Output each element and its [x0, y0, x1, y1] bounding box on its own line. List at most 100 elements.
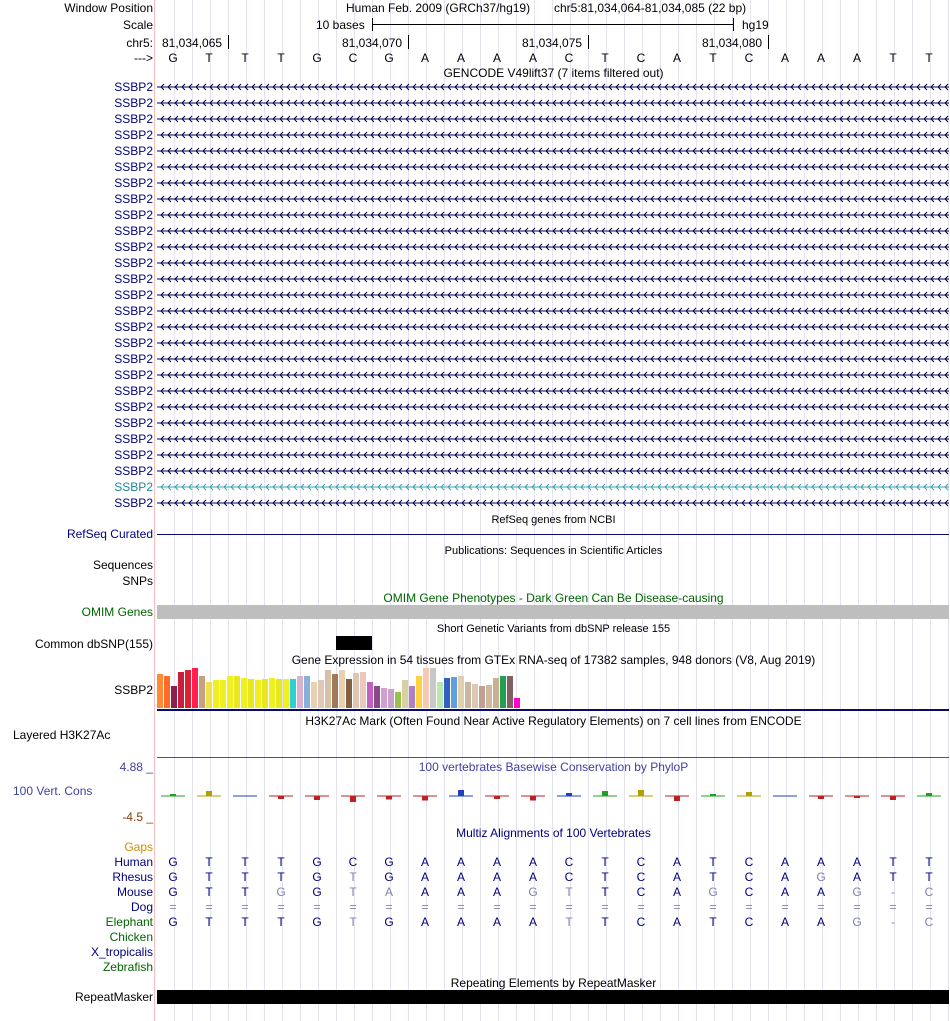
- gtex-tissue-bar[interactable]: [507, 676, 513, 708]
- gencode-gene-label[interactable]: SSBP2: [114, 384, 153, 398]
- gtex-tissue-bar[interactable]: [381, 688, 387, 708]
- strand-label[interactable]: --->: [134, 51, 153, 65]
- dbsnp-label[interactable]: Common dbSNP(155): [34, 637, 153, 651]
- gtex-tissue-bar[interactable]: [430, 668, 436, 708]
- gencode-transcript[interactable]: [157, 323, 949, 331]
- gtex-tissue-bar[interactable]: [374, 686, 380, 708]
- multiz-species-label[interactable]: Zebrafish: [102, 960, 153, 974]
- gtex-tissue-bar[interactable]: [213, 680, 219, 708]
- gtex-tissue-bar[interactable]: [185, 670, 191, 708]
- gtex-tissue-bar[interactable]: [346, 679, 352, 708]
- gencode-transcript[interactable]: [157, 275, 949, 283]
- gtex-tissue-bar[interactable]: [472, 684, 478, 708]
- multiz-species-label[interactable]: Mouse: [116, 885, 153, 899]
- gencode-transcript[interactable]: [157, 419, 949, 427]
- gencode-transcript[interactable]: [157, 243, 949, 251]
- gencode-gene-label[interactable]: SSBP2: [114, 80, 153, 94]
- h3k27ac-label[interactable]: Layered H3K27Ac: [13, 728, 111, 742]
- gencode-gene-label[interactable]: SSBP2: [114, 320, 153, 334]
- gencode-transcript[interactable]: [157, 291, 949, 299]
- gencode-transcript[interactable]: [157, 99, 949, 107]
- gtex-tissue-bar[interactable]: [479, 686, 485, 708]
- gtex-tissue-bar[interactable]: [283, 679, 289, 708]
- gtex-tissue-bar[interactable]: [388, 689, 394, 708]
- gtex-tissue-bar[interactable]: [402, 680, 408, 708]
- gencode-gene-label[interactable]: SSBP2: [114, 96, 153, 110]
- gtex-tissue-bar[interactable]: [444, 678, 450, 708]
- gtex-tissue-bar[interactable]: [423, 668, 429, 708]
- gaps-label[interactable]: Gaps: [124, 840, 153, 854]
- gtex-tissue-bar[interactable]: [241, 678, 247, 708]
- gencode-transcript[interactable]: [157, 403, 949, 411]
- gencode-transcript[interactable]: [157, 115, 949, 123]
- chrom-label[interactable]: chr5:: [126, 36, 153, 50]
- gtex-tissue-bar[interactable]: [437, 682, 443, 708]
- multiz-species-label[interactable]: Human: [114, 855, 153, 869]
- gtex-bar-chart[interactable]: [157, 667, 537, 708]
- dbsnp-variant-block[interactable]: [336, 636, 372, 650]
- gencode-gene-label[interactable]: SSBP2: [114, 304, 153, 318]
- gencode-gene-label[interactable]: SSBP2: [114, 256, 153, 270]
- gtex-tissue-bar[interactable]: [276, 679, 282, 708]
- gtex-label[interactable]: SSBP2: [114, 683, 153, 697]
- gencode-transcript[interactable]: [157, 355, 949, 363]
- gencode-gene-label[interactable]: SSBP2: [114, 336, 153, 350]
- gencode-gene-label[interactable]: SSBP2: [114, 496, 153, 510]
- gtex-tissue-bar[interactable]: [157, 674, 163, 708]
- refseq-gene-line[interactable]: [157, 534, 949, 535]
- gencode-gene-label[interactable]: SSBP2: [114, 352, 153, 366]
- gtex-tissue-bar[interactable]: [262, 679, 268, 708]
- gtex-tissue-bar[interactable]: [465, 682, 471, 708]
- multiz-species-label[interactable]: X_tropicalis: [90, 945, 153, 959]
- gtex-tissue-bar[interactable]: [311, 682, 317, 708]
- gtex-tissue-bar[interactable]: [171, 686, 177, 708]
- gtex-tissue-bar[interactable]: [332, 674, 338, 708]
- gencode-gene-label[interactable]: SSBP2: [114, 272, 153, 286]
- gencode-gene-label[interactable]: SSBP2: [114, 160, 153, 174]
- multiz-species-label[interactable]: Elephant: [105, 915, 153, 929]
- multiz-species-label[interactable]: Chicken: [109, 930, 153, 944]
- gencode-gene-label[interactable]: SSBP2: [114, 288, 153, 302]
- gtex-tissue-bar[interactable]: [514, 698, 520, 708]
- snps-label[interactable]: SNPs: [122, 574, 153, 588]
- gencode-transcript[interactable]: [157, 435, 949, 443]
- gtex-tissue-bar[interactable]: [199, 676, 205, 708]
- gencode-gene-label[interactable]: SSBP2: [114, 128, 153, 142]
- gtex-tissue-bar[interactable]: [234, 676, 240, 708]
- gencode-transcript[interactable]: [157, 163, 949, 171]
- gtex-tissue-bar[interactable]: [339, 670, 345, 708]
- gencode-transcript[interactable]: [157, 259, 949, 267]
- repeatmasker-label[interactable]: RepeatMasker: [74, 990, 153, 1004]
- gtex-tissue-bar[interactable]: [500, 676, 506, 708]
- gencode-transcript[interactable]: [157, 227, 949, 235]
- gtex-tissue-bar[interactable]: [227, 676, 233, 708]
- gencode-gene-label[interactable]: SSBP2: [114, 448, 153, 462]
- gtex-tissue-bar[interactable]: [325, 670, 331, 708]
- gtex-tissue-bar[interactable]: [367, 682, 373, 708]
- gencode-gene-label[interactable]: SSBP2: [114, 416, 153, 430]
- gtex-tissue-bar[interactable]: [164, 676, 170, 708]
- refseq-label[interactable]: RefSeq Curated: [66, 527, 153, 541]
- gencode-transcript[interactable]: [157, 467, 949, 475]
- gencode-transcript[interactable]: [157, 371, 949, 379]
- gtex-tissue-bar[interactable]: [486, 685, 492, 708]
- gtex-tissue-bar[interactable]: [360, 672, 366, 708]
- gencode-transcript[interactable]: [157, 307, 949, 315]
- gtex-tissue-bar[interactable]: [318, 680, 324, 708]
- cons-label[interactable]: 100 Vert. Cons: [13, 784, 93, 798]
- gencode-transcript[interactable]: [157, 499, 949, 507]
- gencode-transcript[interactable]: [157, 339, 949, 347]
- gencode-gene-label[interactable]: SSBP2: [114, 112, 153, 126]
- gencode-gene-label[interactable]: SSBP2: [114, 224, 153, 238]
- omim-label[interactable]: OMIM Genes: [81, 605, 153, 619]
- gtex-tissue-bar[interactable]: [458, 676, 464, 708]
- omim-gene-bar[interactable]: [157, 605, 949, 619]
- gencode-gene-label[interactable]: SSBP2: [114, 176, 153, 190]
- gtex-tissue-bar[interactable]: [304, 676, 310, 708]
- gtex-tissue-bar[interactable]: [493, 678, 499, 708]
- gencode-transcript[interactable]: [157, 83, 949, 91]
- multiz-species-label[interactable]: Dog: [130, 900, 153, 914]
- gencode-transcript[interactable]: [157, 211, 949, 219]
- gtex-tissue-bar[interactable]: [220, 680, 226, 708]
- gtex-tissue-bar[interactable]: [255, 680, 261, 708]
